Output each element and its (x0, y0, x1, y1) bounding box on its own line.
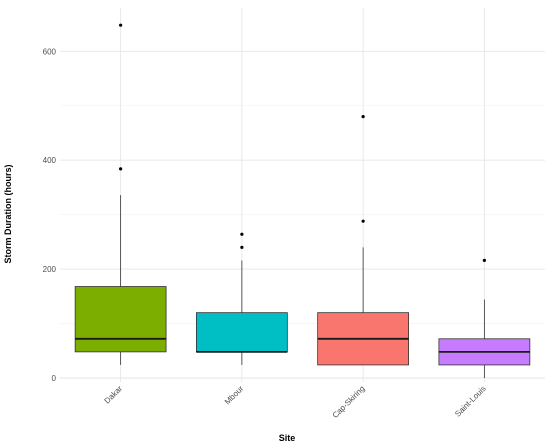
y-tick-label: 0 (52, 374, 57, 383)
outlier-point (240, 232, 244, 236)
y-tick-label: 600 (43, 47, 57, 56)
y-tick-label: 200 (43, 265, 57, 274)
x-axis-title: Site (279, 433, 296, 443)
x-axis-ticks: Dakar Mbour Cap-Skiring Saint-Louis (103, 384, 488, 420)
box-mbour (196, 232, 288, 365)
x-tick-label: Mbour (223, 384, 246, 407)
box-dakar (74, 23, 167, 365)
outlier-point (119, 23, 123, 27)
x-tick-label: Dakar (103, 384, 125, 406)
y-axis-title: Storm Duration (hours) (3, 165, 13, 264)
outlier-point (361, 219, 365, 223)
box-body (74, 286, 167, 353)
box-cap-skiring (317, 115, 409, 366)
box-saint-louis (438, 258, 531, 378)
x-tick-label: Saint-Louis (453, 384, 488, 419)
box-body (196, 312, 288, 353)
outlier-point (240, 245, 244, 249)
y-tick-label: 400 (43, 156, 57, 165)
boxes (74, 23, 531, 378)
outlier-point (361, 115, 365, 119)
outlier-point (482, 258, 486, 262)
y-axis-ticks: 0 200 400 600 (43, 47, 57, 383)
outlier-point (119, 167, 123, 171)
x-tick-label: Cap-Skiring (331, 384, 367, 420)
